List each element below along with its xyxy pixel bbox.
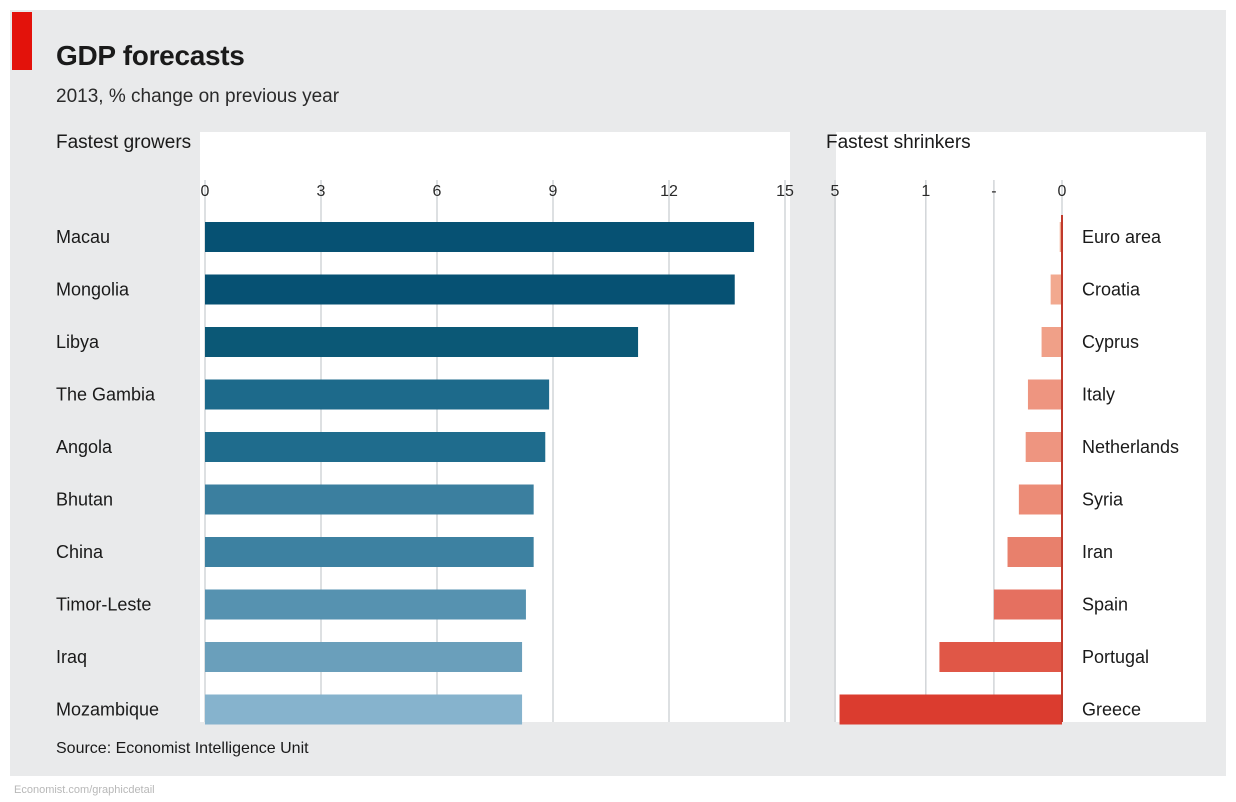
bar	[205, 642, 523, 672]
category-label: Greece	[1082, 700, 1141, 720]
tick-label: 9	[549, 183, 558, 200]
tick-label: 0	[201, 183, 210, 200]
category-label: Iraq	[56, 647, 87, 667]
category-label: Euro area	[1082, 227, 1162, 247]
category-label: Portugal	[1082, 647, 1149, 667]
tick-label: -	[991, 183, 996, 200]
bar	[205, 274, 735, 305]
category-label: Libya	[56, 332, 100, 352]
bar	[1041, 327, 1062, 357]
category-label: Croatia	[1082, 280, 1141, 300]
tick-label: 6	[433, 183, 442, 200]
footer-credit: Economist.com/graphicdetail	[14, 784, 155, 796]
tick-label: 5	[831, 183, 840, 200]
tick-label: 0	[1058, 183, 1067, 200]
category-label: Mozambique	[56, 700, 159, 720]
category-label: The Gambia	[56, 385, 156, 405]
shrinkers-panel-label: Fastest shrinkers	[826, 132, 971, 153]
category-label: Cyprus	[1082, 332, 1139, 352]
chart-title: GDP forecasts	[56, 40, 245, 71]
category-label: Spain	[1082, 595, 1128, 615]
category-label: Syria	[1082, 490, 1124, 510]
category-label: Netherlands	[1082, 437, 1179, 457]
tick-label: 15	[776, 183, 794, 200]
bar	[1025, 432, 1062, 462]
bar	[205, 694, 523, 725]
chart-subtitle: 2013, % change on previous year	[56, 86, 340, 107]
bar	[1018, 484, 1062, 515]
bar	[205, 222, 755, 252]
bar	[939, 642, 1062, 672]
category-label: Timor-Leste	[56, 595, 151, 615]
bar	[205, 327, 639, 357]
bar	[1059, 222, 1062, 252]
bar	[205, 537, 534, 567]
category-label: Angola	[56, 437, 113, 457]
bar	[839, 694, 1062, 725]
brand-accent-bar	[12, 12, 32, 70]
category-label: China	[56, 542, 104, 562]
bar	[993, 589, 1062, 620]
category-label: Bhutan	[56, 490, 113, 510]
bar	[1007, 537, 1062, 567]
bar	[1027, 379, 1062, 410]
bar	[205, 432, 546, 462]
bar	[205, 379, 550, 410]
shrinkers-plot-area	[836, 132, 1206, 722]
tick-label: 1	[921, 183, 930, 200]
category-label: Iran	[1082, 542, 1113, 562]
source-note: Source: Economist Intelligence Unit	[56, 740, 309, 757]
tick-label: 12	[660, 183, 678, 200]
tick-label: 3	[317, 183, 326, 200]
bar	[205, 589, 526, 620]
bar	[205, 484, 534, 515]
category-label: Mongolia	[56, 280, 130, 300]
category-label: Macau	[56, 227, 110, 247]
bar	[1050, 274, 1062, 305]
category-label: Italy	[1082, 385, 1115, 405]
growers-panel-label: Fastest growers	[56, 132, 192, 153]
